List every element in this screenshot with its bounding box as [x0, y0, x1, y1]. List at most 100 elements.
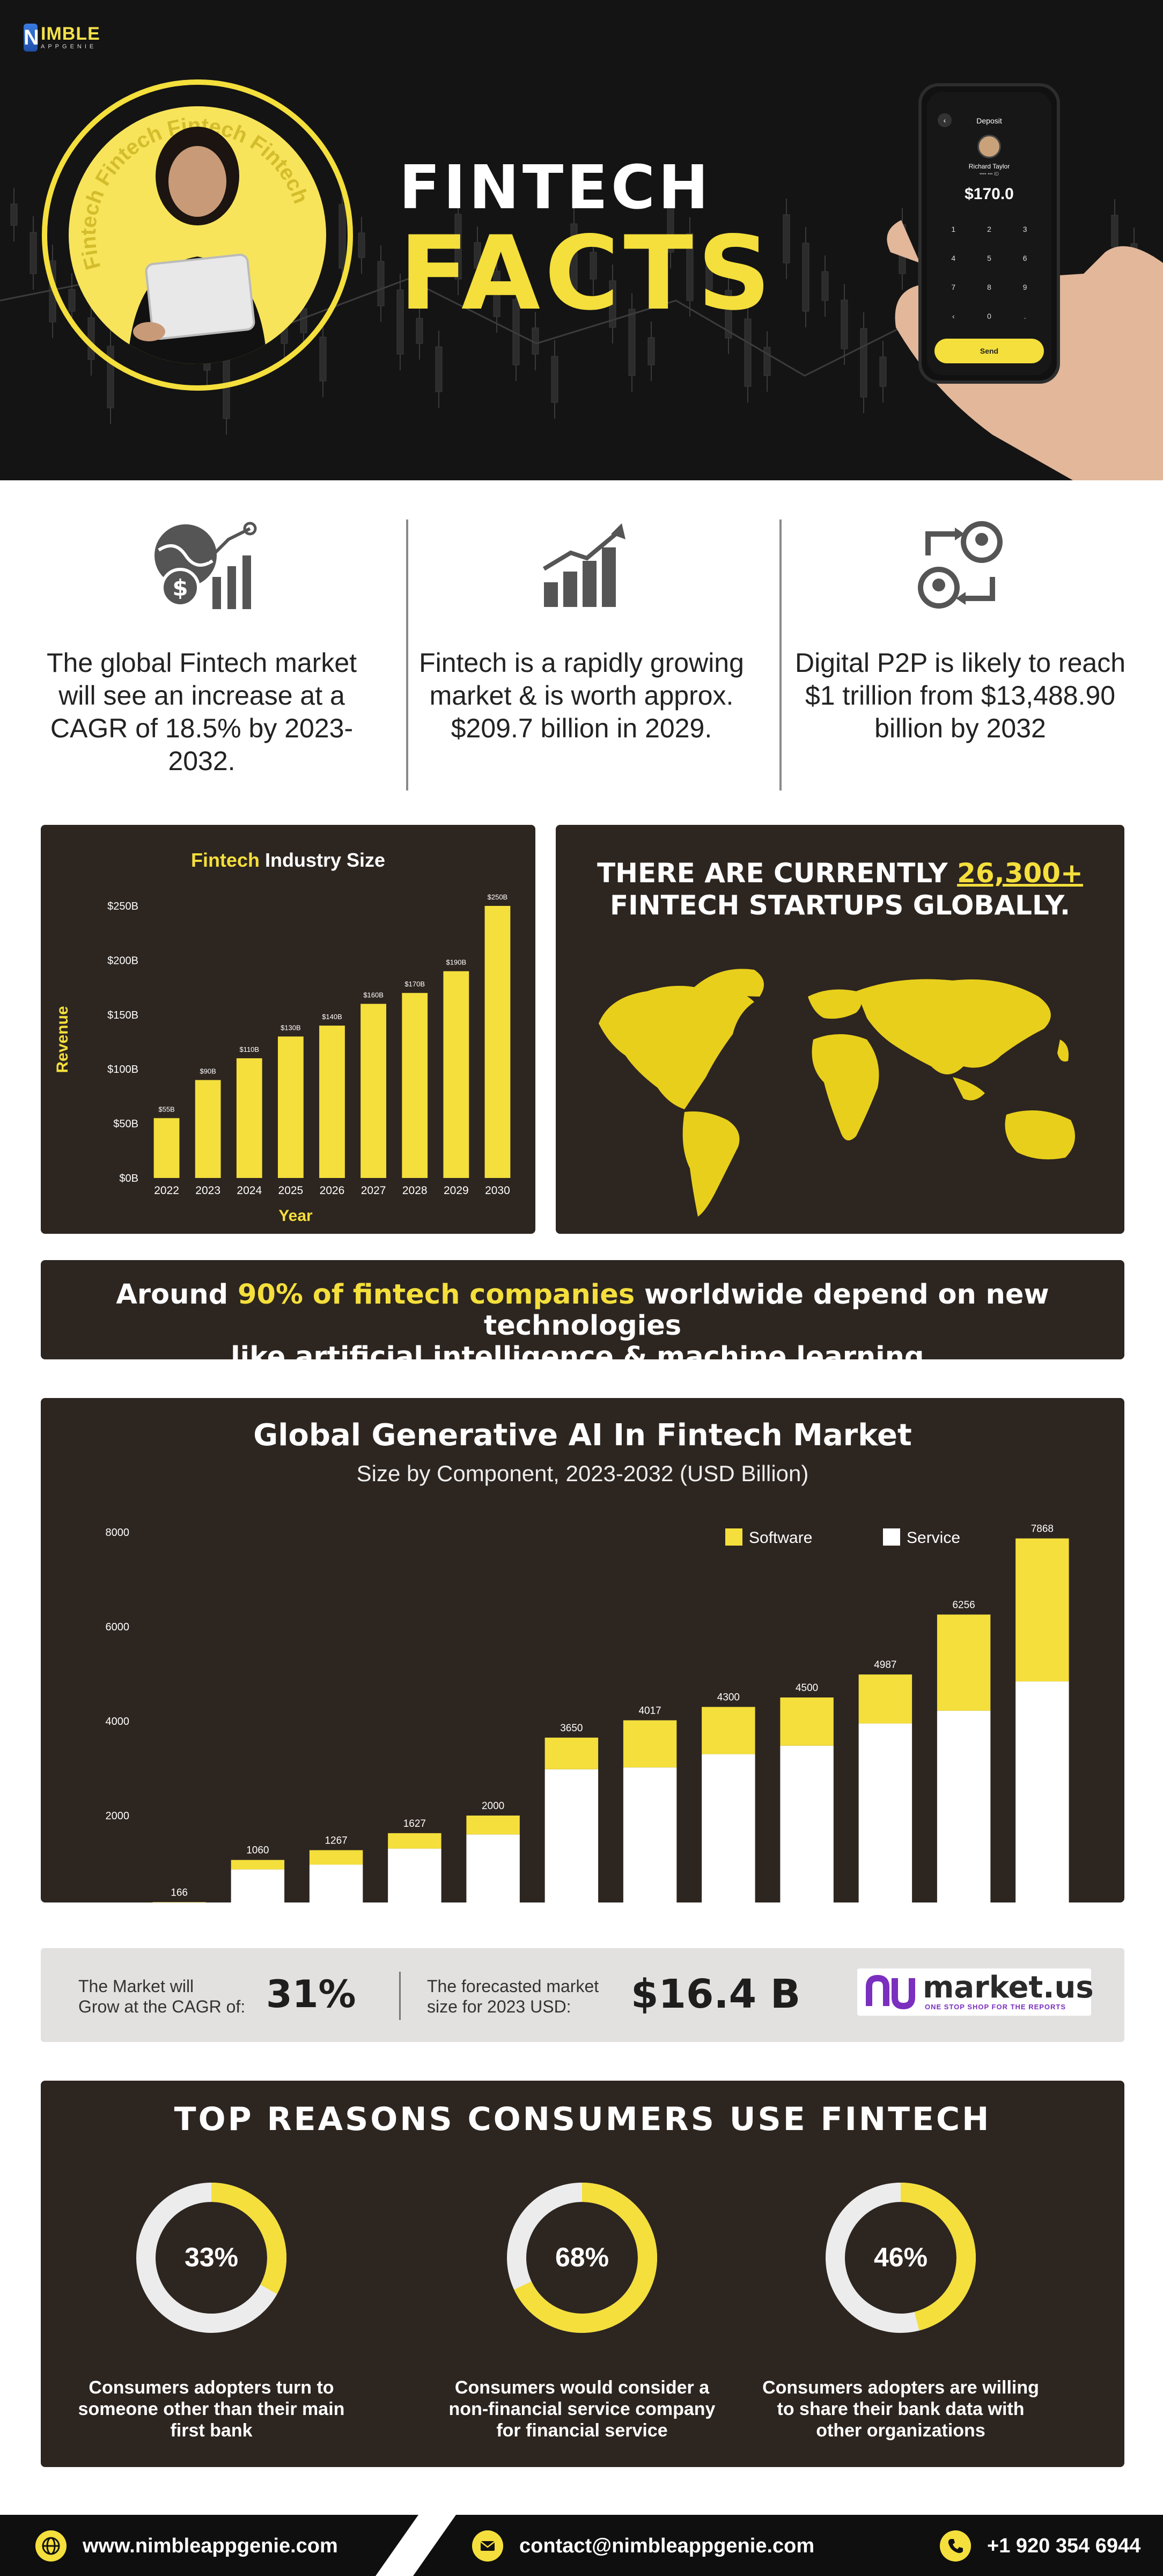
industry-bar-label: $110B — [239, 1045, 259, 1053]
reason-caption-2: Consumers would consider a non-financial… — [448, 2377, 716, 2441]
fact-market-worth-text: Fintech is a rapidly growing market & is… — [419, 648, 744, 743]
fact-market-worth: Fintech is a rapidly growing market & is… — [415, 518, 748, 745]
email-icon — [472, 2530, 503, 2562]
donut-fill — [136, 2183, 286, 2333]
industry-xlabel: Year — [278, 1207, 313, 1225]
genai-legend: Software Service — [725, 1528, 960, 1547]
genai-bar-service-2030 — [780, 1745, 834, 1902]
legend-label-service: Service — [907, 1529, 960, 1547]
reason-card-3: 46% Consumers adopters are willing to sh… — [740, 2177, 1062, 2441]
size-label-line1: The forecasted market — [427, 1977, 599, 1996]
startups-line2: FINTECH STARTUPS GLOBALLY. — [609, 890, 1071, 921]
key-5[interactable]: 5 — [987, 254, 991, 262]
industry-bar-2028 — [402, 993, 428, 1178]
industry-bar-2027 — [360, 1004, 387, 1178]
genai-total-label: 7868 — [1031, 1524, 1054, 1535]
portrait-ring — [42, 79, 353, 391]
key-2[interactable]: 2 — [987, 225, 991, 233]
donut-chart-33: 33% — [136, 2183, 286, 2333]
fact-divider-1 — [406, 519, 408, 791]
svg-text:Fintech Industry Size: Fintech Industry Size — [191, 849, 385, 871]
footer-email[interactable]: contact@nimbleappgenie.com — [519, 2534, 815, 2557]
industry-bar-label: $160B — [363, 991, 384, 999]
key-8[interactable]: 8 — [987, 283, 991, 291]
footer-website[interactable]: www.nimbleappgenie.com — [83, 2534, 338, 2557]
industry-bar-label: $140B — [322, 1013, 342, 1021]
recipient-tag: •••• ••• ID — [979, 171, 999, 177]
key-3[interactable]: 3 — [1022, 225, 1027, 233]
genai-bar-software-2028 — [623, 1720, 677, 1768]
key-9[interactable]: 9 — [1022, 283, 1027, 291]
nimble-appgenie-logo[interactable]: N IMBLE APPGENIE — [24, 24, 100, 52]
market-us-logo[interactable]: market.us ONE STOP SHOP FOR THE REPORTS — [857, 1968, 1094, 2016]
genai-ytick: 2000 — [106, 1810, 130, 1822]
footer-phone[interactable]: +1 920 354 6944 — [987, 2534, 1141, 2557]
industry-xtick: 2027 — [361, 1184, 386, 1197]
reason-caption-3: Consumers adopters are willing to share … — [762, 2377, 1039, 2441]
industry-size-chart: Fintech Industry Size $0B $50B $100B $150B $… — [54, 849, 511, 1225]
genai-total-label: 4987 — [874, 1659, 896, 1671]
donut-fill — [507, 2183, 657, 2333]
genai-bar-software-2027 — [544, 1737, 599, 1769]
footer-website-link[interactable]: www.nimbleappgenie.com — [35, 2530, 338, 2562]
genai-bar-service-2024 — [309, 1864, 363, 1902]
industry-size-panel: Fintech Industry Size $0B $50B $100B $150B $… — [41, 825, 535, 1234]
industry-xtick: 2024 — [237, 1184, 262, 1197]
reason-caption-1: Consumers adopters turn to someone other… — [78, 2377, 345, 2441]
legend-label-software: Software — [749, 1529, 812, 1547]
market-us-mark-icon — [866, 1974, 915, 2010]
key-7[interactable]: 7 — [951, 283, 956, 291]
legend-swatch-service — [883, 1528, 900, 1546]
send-button[interactable]: Send — [934, 339, 1044, 363]
donut-value-label: 46% — [874, 2242, 928, 2272]
size-label-line2: size for 2023 USD: — [427, 1997, 571, 2016]
startups-count: 26,300+ — [957, 858, 1083, 889]
footer-phone-link[interactable]: +1 920 354 6944 — [940, 2530, 1140, 2562]
key-dot[interactable]: . — [1024, 312, 1026, 320]
stats-divider — [399, 1972, 401, 2020]
hero-title-fintech: FINTECH — [399, 153, 712, 223]
genai-chart-title: Global Generative AI In Fintech Market — [253, 1418, 912, 1453]
genai-bar-software-2023 — [231, 1860, 285, 1870]
donut-chart-46: 46% — [826, 2183, 976, 2333]
key-1[interactable]: 1 — [951, 225, 956, 233]
key-4[interactable]: 4 — [951, 254, 956, 262]
top-reasons-panel: TOP REASONS CONSUMERS USE FINTECH 33% Co… — [41, 2081, 1124, 2467]
genai-bar-service-2032 — [937, 1710, 991, 1902]
industry-bar-2022 — [153, 1118, 180, 1178]
phone-icon — [940, 2530, 971, 2562]
industry-xtick: 2029 — [444, 1184, 469, 1197]
genai-total-label: 1267 — [325, 1835, 347, 1847]
back-arrow-icon[interactable]: ‹ — [938, 113, 952, 127]
genai-bar-software-2032 — [937, 1614, 991, 1711]
key-6[interactable]: 6 — [1022, 254, 1027, 262]
ai-banner-suffix: worldwide depend on new technologies — [483, 1279, 1049, 1342]
industry-ytick: $50B — [113, 1118, 138, 1130]
reasons-title: TOP REASONS CONSUMERS USE FINTECH — [174, 2101, 991, 2138]
ai-adoption-banner: Around 90% of fintech companies worldwid… — [41, 1260, 1124, 1373]
avatar — [977, 135, 1001, 158]
industry-xtick: 2028 — [402, 1184, 428, 1197]
industry-bar-2024 — [236, 1058, 262, 1178]
genai-total-label: 4300 — [717, 1692, 740, 1703]
globe-money-growth-icon: $ — [154, 522, 257, 609]
startups-headline: THERE ARE CURRENTLY 26,300+ FINTECH STAR… — [556, 857, 1124, 921]
footer-email-link[interactable]: contact@nimbleappgenie.com — [472, 2530, 814, 2562]
key-0[interactable]: 0 — [987, 312, 991, 320]
key-backspace[interactable]: ‹ — [952, 312, 955, 320]
industry-bar-2026 — [319, 1026, 345, 1178]
genai-total-label: 1060 — [246, 1845, 269, 1856]
genai-ytick: 6000 — [106, 1621, 130, 1633]
market-stats-strip: The Market will Grow at the CAGR of: 31%… — [41, 1948, 1124, 2042]
globe-icon — [35, 2530, 67, 2562]
genai-stacked-bar-chart: Software Service 02000400060008000 16610… — [106, 1524, 1069, 1902]
ai-banner-line2: like artificial intelligence & machine l… — [231, 1341, 934, 1373]
genai-ytick: 4000 — [106, 1716, 130, 1728]
industry-ytick: $100B — [107, 1064, 138, 1075]
industry-bar-2030 — [484, 906, 511, 1178]
industry-xtick: 2030 — [485, 1184, 510, 1197]
logo-mark: N — [24, 24, 39, 52]
genai-bar-service-2027 — [544, 1769, 599, 1902]
industry-bar-2025 — [277, 1036, 304, 1178]
cagr-value: 31% — [266, 1972, 356, 2016]
